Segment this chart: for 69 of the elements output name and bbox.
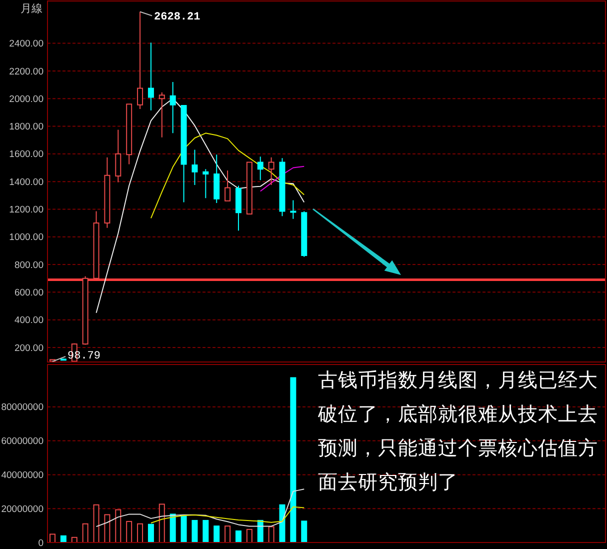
candlestick	[104, 156, 110, 228]
candlestick	[170, 82, 176, 134]
text: 古钱币指数月线图，月线已经大破位了，底部就很难从技术上去预测，只能通过个票核心估值方面去研究预判了	[317, 370, 598, 494]
y-tick-label: 200.00	[14, 342, 44, 354]
candlestick	[224, 170, 231, 202]
y-tick-label: 1800.00	[9, 122, 44, 133]
bar	[158, 504, 165, 543]
candlestick	[246, 162, 252, 215]
bar	[246, 528, 252, 543]
y-tick-label: 600.00	[14, 288, 44, 299]
bar	[93, 504, 100, 543]
bar	[137, 523, 144, 543]
bar	[268, 526, 274, 543]
candlestick	[115, 129, 122, 183]
candlestick	[301, 210, 308, 258]
candlestick	[93, 210, 100, 280]
bar	[180, 516, 187, 542]
bar	[60, 535, 66, 542]
y-tick-label: 400.00	[14, 315, 44, 326]
line-series	[96, 98, 305, 314]
line-series	[260, 166, 305, 192]
bar	[148, 524, 154, 542]
bar	[104, 514, 110, 543]
y-tick-label: 2000.00	[9, 94, 44, 105]
y-tick-label: 80000000	[1, 402, 44, 414]
candlestick	[290, 200, 296, 220]
bar	[50, 534, 56, 543]
y-tick-label: 800.00	[14, 260, 44, 271]
y-tick-label: 60000000	[1, 436, 44, 448]
y-tick-label: 1200.00	[9, 204, 44, 216]
bar	[301, 520, 308, 542]
bar	[224, 526, 231, 543]
y-tick-label: 20000000	[1, 504, 44, 515]
bar	[126, 520, 132, 543]
bar	[214, 526, 220, 542]
bar	[279, 504, 286, 542]
bar	[235, 530, 242, 542]
y-tick-label: 2400.00	[9, 38, 44, 50]
candlestick	[180, 105, 187, 203]
bar	[82, 523, 88, 543]
bar	[192, 520, 198, 542]
candlestick	[126, 104, 132, 165]
candlestick	[257, 156, 264, 181]
candlestick	[137, 11, 144, 110]
y-tick-label: 1600.00	[9, 149, 44, 160]
chart-title: 月線	[20, 2, 42, 15]
candlestick	[214, 154, 220, 204]
candlestick	[202, 168, 209, 199]
y-tick-label: 40000000	[1, 470, 44, 482]
candlestick	[158, 92, 165, 138]
candlestick	[268, 156, 274, 186]
y-tick-label: 1400.00	[9, 176, 44, 188]
candlestick	[148, 42, 154, 111]
line-series	[96, 488, 305, 528]
candlestick	[82, 276, 88, 346]
line-series	[150, 506, 305, 524]
bar	[202, 520, 209, 542]
bar	[290, 377, 296, 542]
y-tick-label: 0	[38, 538, 44, 549]
bar	[115, 509, 122, 543]
candlestick	[235, 185, 242, 232]
bar	[170, 514, 176, 542]
y-tick-label: 2200.00	[9, 66, 44, 78]
candlestick	[279, 158, 286, 217]
candlestick	[192, 149, 198, 186]
candlestick	[60, 358, 66, 361]
line-series	[150, 132, 305, 219]
annotation: 2628.21	[154, 12, 201, 24]
y-tick-label: 1000.00	[9, 232, 44, 244]
